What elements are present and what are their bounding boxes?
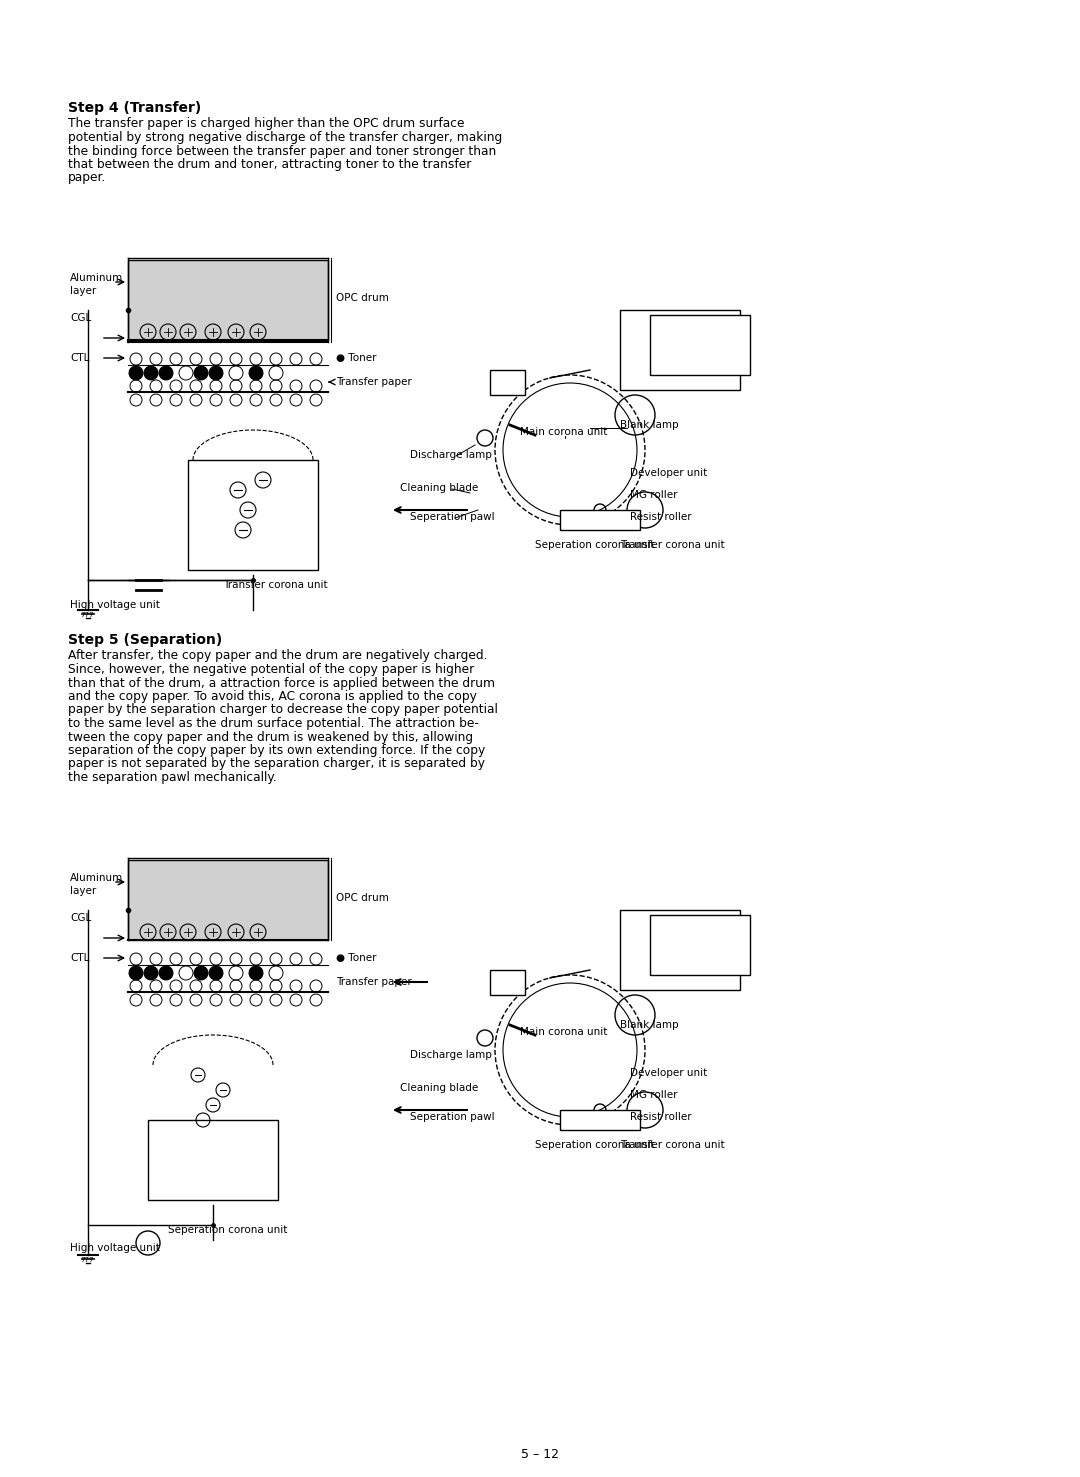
Bar bbox=[561, 510, 640, 530]
Text: 777: 777 bbox=[80, 1257, 94, 1263]
Text: ● Toner: ● Toner bbox=[336, 953, 377, 963]
Bar bbox=[620, 910, 740, 990]
Text: Discharge lamp: Discharge lamp bbox=[410, 1050, 491, 1060]
Text: After transfer, the copy paper and the drum are negatively charged.: After transfer, the copy paper and the d… bbox=[68, 650, 487, 663]
Text: Resist roller: Resist roller bbox=[630, 1112, 691, 1123]
Text: Transfer corona unit: Transfer corona unit bbox=[620, 1140, 725, 1151]
Text: Seperation corona unit: Seperation corona unit bbox=[535, 541, 654, 549]
Text: that between the drum and toner, attracting toner to the transfer: that between the drum and toner, attract… bbox=[68, 158, 471, 171]
Text: and the copy paper. To avoid this, AC corona is applied to the copy: and the copy paper. To avoid this, AC co… bbox=[68, 690, 477, 703]
Circle shape bbox=[249, 366, 264, 380]
Text: Developer unit: Developer unit bbox=[630, 468, 707, 479]
Text: The transfer paper is charged higher than the OPC drum surface: The transfer paper is charged higher tha… bbox=[68, 118, 464, 130]
Bar bbox=[650, 914, 750, 975]
Bar bbox=[650, 315, 750, 375]
Text: Seperation pawl: Seperation pawl bbox=[410, 1112, 495, 1123]
Text: paper is not separated by the separation charger, it is separated by: paper is not separated by the separation… bbox=[68, 758, 485, 771]
Text: to the same level as the drum surface potential. The attraction be-: to the same level as the drum surface po… bbox=[68, 716, 478, 730]
Text: High voltage unit: High voltage unit bbox=[70, 1244, 160, 1252]
Text: Resist roller: Resist roller bbox=[630, 513, 691, 521]
Text: Seperation corona unit: Seperation corona unit bbox=[535, 1140, 654, 1151]
Text: Seperation corona unit: Seperation corona unit bbox=[168, 1224, 287, 1235]
Text: paper.: paper. bbox=[68, 171, 106, 185]
Circle shape bbox=[129, 966, 143, 981]
Text: Transfer corona unit: Transfer corona unit bbox=[620, 541, 725, 549]
Circle shape bbox=[210, 366, 222, 380]
Circle shape bbox=[144, 966, 158, 981]
Text: Blank lamp: Blank lamp bbox=[620, 1021, 678, 1029]
Text: Aluminum: Aluminum bbox=[70, 273, 123, 284]
Text: Main corona unit: Main corona unit bbox=[519, 427, 607, 437]
Bar bbox=[490, 371, 525, 394]
Text: CTL: CTL bbox=[70, 353, 90, 363]
Text: Aluminum: Aluminum bbox=[70, 873, 123, 883]
Text: Cleaning blade: Cleaning blade bbox=[400, 483, 478, 493]
Text: Transfer paper: Transfer paper bbox=[336, 377, 411, 387]
Circle shape bbox=[159, 366, 173, 380]
Circle shape bbox=[194, 366, 208, 380]
Text: potential by strong negative discharge of the transfer charger, making: potential by strong negative discharge o… bbox=[68, 131, 502, 143]
Circle shape bbox=[144, 366, 158, 380]
Text: Step 4 (Transfer): Step 4 (Transfer) bbox=[68, 100, 201, 115]
Text: OPC drum: OPC drum bbox=[336, 292, 389, 303]
Text: MG roller: MG roller bbox=[630, 1090, 677, 1100]
Text: layer: layer bbox=[70, 287, 96, 295]
Bar bbox=[148, 1120, 278, 1199]
Bar bbox=[490, 970, 525, 995]
Text: tween the copy paper and the drum is weakened by this, allowing: tween the copy paper and the drum is wea… bbox=[68, 731, 473, 743]
Text: the binding force between the transfer paper and toner stronger than: the binding force between the transfer p… bbox=[68, 145, 496, 158]
Text: Seperation pawl: Seperation pawl bbox=[410, 513, 495, 521]
Text: ● Toner: ● Toner bbox=[336, 353, 377, 363]
Bar bbox=[129, 260, 328, 340]
Bar bbox=[620, 310, 740, 390]
Text: CGL: CGL bbox=[70, 313, 91, 323]
Circle shape bbox=[129, 366, 143, 380]
Circle shape bbox=[210, 966, 222, 981]
Bar bbox=[188, 459, 318, 570]
Text: 777: 777 bbox=[80, 611, 94, 617]
Text: 5 – 12: 5 – 12 bbox=[521, 1449, 559, 1462]
Circle shape bbox=[249, 966, 264, 981]
Text: Step 5 (Separation): Step 5 (Separation) bbox=[68, 634, 222, 647]
Text: OPC drum: OPC drum bbox=[336, 894, 389, 902]
Text: MG roller: MG roller bbox=[630, 490, 677, 501]
Circle shape bbox=[194, 966, 208, 981]
Circle shape bbox=[159, 966, 173, 981]
Text: Since, however, the negative potential of the copy paper is higher: Since, however, the negative potential o… bbox=[68, 663, 474, 676]
Bar bbox=[561, 1111, 640, 1130]
Text: paper by the separation charger to decrease the copy paper potential: paper by the separation charger to decre… bbox=[68, 703, 498, 716]
Text: Blank lamp: Blank lamp bbox=[620, 419, 678, 430]
Text: the separation pawl mechanically.: the separation pawl mechanically. bbox=[68, 771, 276, 784]
Text: Cleaning blade: Cleaning blade bbox=[400, 1083, 478, 1093]
Text: separation of the copy paper by its own extending force. If the copy: separation of the copy paper by its own … bbox=[68, 744, 485, 758]
Text: High voltage unit: High voltage unit bbox=[70, 600, 160, 610]
Text: CTL: CTL bbox=[70, 953, 90, 963]
Text: than that of the drum, a attraction force is applied between the drum: than that of the drum, a attraction forc… bbox=[68, 676, 495, 690]
Text: Main corona unit: Main corona unit bbox=[519, 1027, 607, 1037]
Text: CGL: CGL bbox=[70, 913, 91, 923]
Text: Transfer paper: Transfer paper bbox=[336, 976, 411, 987]
Text: Discharge lamp: Discharge lamp bbox=[410, 450, 491, 459]
Bar bbox=[129, 860, 328, 939]
Text: layer: layer bbox=[70, 886, 96, 897]
Text: Developer unit: Developer unit bbox=[630, 1068, 707, 1078]
Text: Transfer corona unit: Transfer corona unit bbox=[222, 580, 327, 589]
